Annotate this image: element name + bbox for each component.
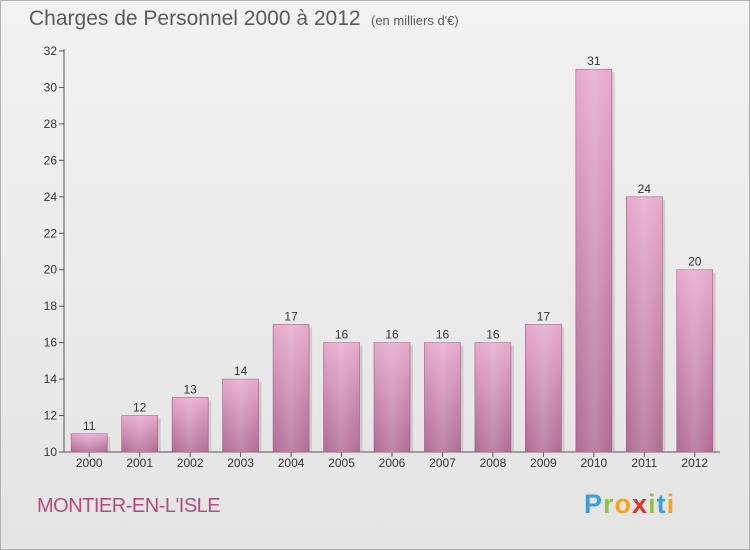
bar-highlight [172, 397, 209, 452]
x-tick-label: 2001 [126, 456, 153, 470]
bar-value-label: 16 [335, 328, 349, 342]
y-tick-label: 32 [44, 44, 58, 58]
x-tick-label: 2012 [681, 456, 708, 470]
y-tick-label: 24 [44, 190, 58, 204]
x-tick-label: 2007 [429, 456, 456, 470]
bar-highlight [374, 342, 410, 452]
bar-highlight [575, 69, 612, 453]
y-tick-label: 12 [44, 409, 58, 423]
chart-title: Charges de Personnel 2000 à 2012 [29, 7, 361, 30]
bar-value-label: 12 [133, 401, 147, 415]
bar-highlight [71, 433, 108, 452]
y-tick-label: 14 [44, 372, 58, 386]
bar-value-label: 31 [587, 54, 601, 68]
bar-value-label: 11 [83, 419, 96, 433]
bar-highlight [222, 379, 259, 452]
y-tick-label: 20 [44, 263, 58, 277]
chart-bars: 11 12 13 14 17 16 16 16 16 17 31 24 20 [70, 54, 716, 453]
logo-letter: P [584, 489, 604, 519]
bar-highlight [525, 324, 562, 452]
x-tick-label: 2010 [580, 456, 607, 470]
bar-chart: 10 12 14 16 18 20 22 24 26 28 30 32 2000 2001 2002 2003… [44, 44, 720, 470]
y-tick-label: 28 [44, 117, 58, 131]
x-tick-label: 2002 [177, 456, 204, 470]
bar-highlight [273, 324, 310, 452]
bar-highlight [626, 196, 663, 452]
bar-highlight [121, 415, 158, 452]
x-tick-label: 2004 [278, 456, 305, 470]
bar-value-label: 24 [638, 182, 652, 196]
y-tick-label: 18 [44, 299, 58, 313]
bar-highlight [424, 342, 461, 452]
bar-highlight [323, 342, 360, 452]
bar-value-label: 16 [385, 328, 399, 342]
bar-value-label: 20 [688, 255, 702, 269]
x-tick-label: 2009 [530, 456, 557, 470]
logo-letter: t [656, 489, 667, 519]
bar-value-label: 13 [183, 382, 197, 396]
bar-value-label: 16 [436, 328, 450, 342]
y-tick-label: 22 [44, 226, 58, 240]
y-tick-label: 16 [44, 336, 58, 350]
proxiti-logo[interactable]: Proxiti [584, 489, 675, 520]
bar-highlight [676, 269, 713, 452]
logo-letter: i [666, 489, 676, 519]
y-tick-label: 30 [44, 80, 58, 94]
commune-name: MONTIER-EN-L'ISLE [37, 495, 221, 517]
y-tick-label: 26 [44, 153, 58, 167]
y-tick-label: 10 [44, 445, 58, 459]
bar-value-label: 17 [537, 309, 551, 323]
x-tick-label: 2008 [480, 456, 507, 470]
bar-value-label: 17 [284, 309, 298, 323]
chart-subtitle: (en milliers d'€) [371, 13, 459, 28]
x-tick-label: 2000 [76, 456, 103, 470]
x-tick-label: 2011 [631, 456, 657, 470]
logo-letter: r [603, 489, 615, 519]
logo-letter: o [614, 489, 633, 519]
x-tick-label: 2005 [328, 456, 355, 470]
bar-value-label: 14 [234, 364, 248, 378]
bar-value-label: 16 [486, 328, 500, 342]
logo-letter: i [648, 489, 657, 519]
x-tick-label: 2006 [379, 456, 406, 470]
logo-letter: x [632, 489, 649, 519]
x-tick-label: 2003 [227, 456, 254, 470]
bar-highlight [474, 342, 511, 452]
